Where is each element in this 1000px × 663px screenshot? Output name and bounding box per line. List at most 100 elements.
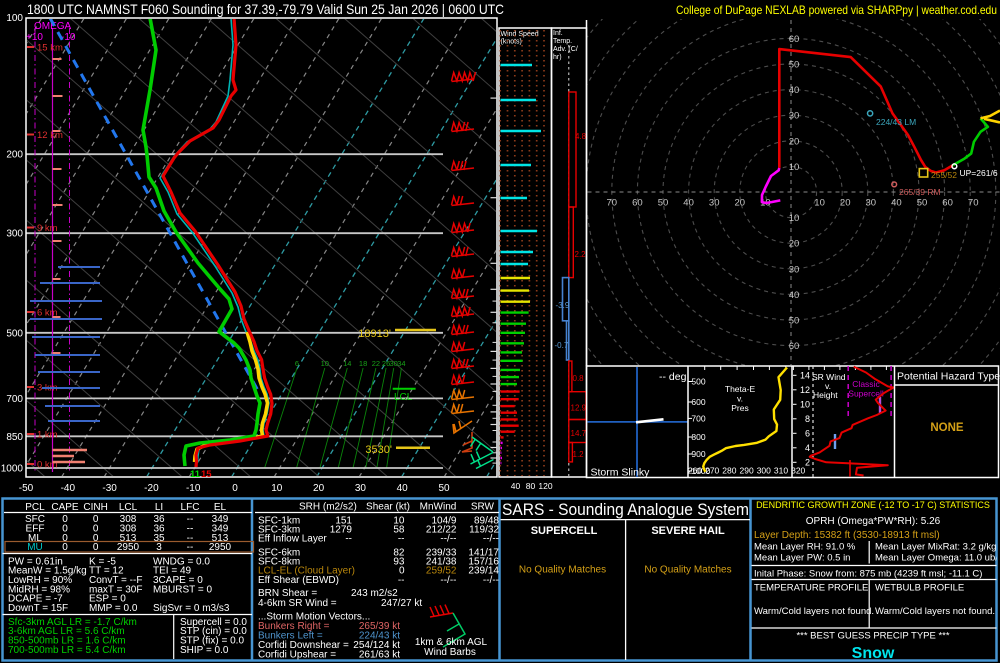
svg-text:Warm/Cold layers not found.: Warm/Cold layers not found. xyxy=(875,606,995,617)
svg-text:BRN Shear =: BRN Shear = xyxy=(258,588,317,599)
svg-text:Bunkers Right =: Bunkers Right = xyxy=(258,621,330,632)
svg-text:ML: ML xyxy=(28,533,42,544)
svg-text:310: 310 xyxy=(774,466,788,476)
svg-text:2.2: 2.2 xyxy=(575,250,587,259)
svg-text:--: -- xyxy=(398,575,405,586)
svg-text:0 km: 0 km xyxy=(37,460,58,471)
svg-text:239/14: 239/14 xyxy=(468,566,499,577)
svg-text:20: 20 xyxy=(789,239,800,250)
svg-text:TEI = 49: TEI = 49 xyxy=(153,566,192,577)
svg-text:-10: -10 xyxy=(186,483,201,494)
svg-text:104/9: 104/9 xyxy=(431,515,456,526)
svg-text:--/--: --/-- xyxy=(440,534,456,545)
svg-text:141/17: 141/17 xyxy=(468,548,499,559)
svg-text:STP (cin) = 0.0: STP (cin) = 0.0 xyxy=(180,626,247,637)
svg-text:MidRH = 98%: MidRH = 98% xyxy=(8,584,70,595)
svg-text:-- deg: -- deg xyxy=(659,371,687,383)
svg-text:50: 50 xyxy=(789,316,800,327)
svg-text:Warm/Cold layers not found.: Warm/Cold layers not found. xyxy=(754,606,874,617)
svg-text:SARS - Sounding Analogue Syste: SARS - Sounding Analogue System xyxy=(502,500,749,519)
svg-text:Eff Shear (EBWD): Eff Shear (EBWD) xyxy=(258,575,339,586)
svg-text:CINH: CINH xyxy=(83,502,107,513)
svg-text:ConvT = --F: ConvT = --F xyxy=(89,575,142,586)
svg-text:18: 18 xyxy=(359,359,367,368)
svg-text:0: 0 xyxy=(93,514,99,525)
svg-text:1000: 1000 xyxy=(691,466,710,476)
svg-text:Supercell = 0.0: Supercell = 0.0 xyxy=(180,617,247,628)
svg-text:Potential Hazard Type: Potential Hazard Type xyxy=(897,371,1000,383)
svg-text:34: 34 xyxy=(397,359,405,368)
svg-text:Corfidi Downshear =: Corfidi Downshear = xyxy=(258,640,349,651)
svg-text:30: 30 xyxy=(866,198,877,209)
svg-text:SFC-8km: SFC-8km xyxy=(258,557,300,568)
svg-text:40: 40 xyxy=(891,198,902,209)
svg-text:Layer Depth: 15382 ft (3530-18: Layer Depth: 15382 ft (3530-18913 ft msl… xyxy=(754,530,940,541)
svg-text:151: 151 xyxy=(335,515,352,526)
svg-text:14: 14 xyxy=(343,359,351,368)
svg-text:Wind Barbs: Wind Barbs xyxy=(424,647,476,658)
svg-text:No Quality Matches: No Quality Matches xyxy=(644,565,731,576)
svg-text:--/--: --/-- xyxy=(483,575,499,586)
svg-text:TEMPERATURE PROFILE: TEMPERATURE PROFILE xyxy=(754,582,868,593)
svg-text:0: 0 xyxy=(93,524,99,535)
svg-text:SFC-6km: SFC-6km xyxy=(258,548,300,559)
svg-text:STP (fix) = 0.0: STP (fix) = 0.0 xyxy=(180,636,244,647)
svg-text:70: 70 xyxy=(607,198,618,209)
svg-text:11: 11 xyxy=(190,469,201,480)
svg-text:0: 0 xyxy=(93,533,99,544)
svg-text:212/22: 212/22 xyxy=(426,524,457,535)
svg-text:3530': 3530' xyxy=(365,444,392,456)
svg-text:349: 349 xyxy=(212,524,229,535)
svg-text:6 km: 6 km xyxy=(37,308,58,319)
svg-text:93: 93 xyxy=(393,557,405,568)
svg-text:4-6km SR Wind =: 4-6km SR Wind = xyxy=(258,598,337,609)
svg-text:290: 290 xyxy=(740,466,754,476)
svg-text:35: 35 xyxy=(153,533,165,544)
svg-text:SFC-1km: SFC-1km xyxy=(258,515,300,526)
svg-text:20: 20 xyxy=(789,136,800,147)
svg-text:119/32: 119/32 xyxy=(469,524,499,535)
svg-text:300: 300 xyxy=(6,229,23,240)
svg-text:1800 UTC NAMNST F060 Sounding: 1800 UTC NAMNST F060 Sounding for 37.39,… xyxy=(27,1,504,17)
svg-text:OMEGA: OMEGA xyxy=(34,21,72,32)
svg-text:40: 40 xyxy=(789,290,800,301)
svg-text:70: 70 xyxy=(968,198,979,209)
svg-text:60: 60 xyxy=(789,34,800,45)
svg-text:CAPE: CAPE xyxy=(51,502,79,513)
svg-text:SHIP = 0.0: SHIP = 0.0 xyxy=(180,645,229,656)
svg-text:239/33: 239/33 xyxy=(426,548,457,559)
svg-text:hr): hr) xyxy=(553,54,562,61)
svg-text:Theta-E: Theta-E xyxy=(725,384,756,394)
svg-text:PW = 0.61in: PW = 0.61in xyxy=(8,556,63,567)
svg-text:0: 0 xyxy=(399,566,405,577)
svg-text:9 km: 9 km xyxy=(37,223,58,234)
svg-text:12: 12 xyxy=(800,385,810,395)
svg-text:Inital Phase: Snow from: 875 m: Inital Phase: Snow from: 875 mb (4239 ft… xyxy=(754,568,982,579)
svg-text:224/43 LM: 224/43 LM xyxy=(876,117,916,127)
svg-text:OPRH (Omega*PW*RH): 5.26: OPRH (Omega*PW*RH): 5.26 xyxy=(806,516,941,527)
svg-text:ESP = 0: ESP = 0 xyxy=(89,594,126,605)
svg-text:120: 120 xyxy=(538,481,552,491)
svg-text:10: 10 xyxy=(393,515,405,526)
svg-text:14: 14 xyxy=(800,370,810,380)
svg-text:WNDG = 0.0: WNDG = 0.0 xyxy=(153,556,210,567)
svg-text:255/52: 255/52 xyxy=(931,170,957,180)
svg-text:-20: -20 xyxy=(144,483,159,494)
svg-text:LCL: LCL xyxy=(119,502,138,513)
svg-text:100: 100 xyxy=(6,13,23,24)
svg-text:320: 320 xyxy=(791,466,805,476)
svg-text:-3.9: -3.9 xyxy=(556,301,570,310)
svg-text:20: 20 xyxy=(735,198,746,209)
svg-text:1.2: 1.2 xyxy=(573,450,585,459)
svg-text:SigSvr = 0 m3/s3: SigSvr = 0 m3/s3 xyxy=(153,603,230,614)
svg-text:2950: 2950 xyxy=(117,542,140,553)
svg-text:College of DuPage NEXLAB power: College of DuPage NEXLAB powered via SHA… xyxy=(676,3,997,17)
svg-text:265/39 kt: 265/39 kt xyxy=(359,621,400,632)
svg-text:DENDRITIC GROWTH ZONE (-12 TO: DENDRITIC GROWTH ZONE (-12 TO -17 C) STA… xyxy=(756,500,990,510)
svg-text:40: 40 xyxy=(397,483,409,494)
svg-text:LCL-EL (Cloud Layer): LCL-EL (Cloud Layer) xyxy=(258,566,355,577)
svg-text:-10: -10 xyxy=(61,32,76,43)
svg-text:8: 8 xyxy=(805,414,810,424)
svg-text:247/27 kt: 247/27 kt xyxy=(381,598,422,609)
svg-text:1279: 1279 xyxy=(330,524,353,535)
